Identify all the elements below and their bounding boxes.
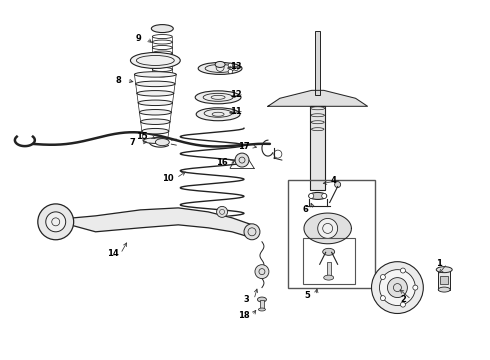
Ellipse shape [154,72,171,77]
Ellipse shape [137,91,174,96]
Text: 5: 5 [305,291,311,300]
Circle shape [228,69,233,74]
Ellipse shape [140,109,171,115]
Bar [438,270,450,289]
Circle shape [413,285,418,290]
Ellipse shape [312,128,324,131]
Circle shape [400,302,405,307]
Text: 2: 2 [400,295,406,304]
Circle shape [235,153,249,167]
Ellipse shape [438,287,450,292]
Text: 3: 3 [243,295,249,304]
Bar [327,262,331,278]
Text: 17: 17 [238,141,250,150]
Circle shape [388,278,407,298]
Circle shape [322,193,327,198]
Ellipse shape [138,100,172,105]
Circle shape [318,219,338,238]
Ellipse shape [195,91,241,104]
Ellipse shape [324,275,334,280]
Circle shape [46,212,66,232]
Text: 18: 18 [238,311,250,320]
Text: 15: 15 [137,132,148,141]
Ellipse shape [258,308,266,311]
Ellipse shape [142,129,169,134]
Text: 4: 4 [331,176,337,185]
Ellipse shape [309,193,327,199]
Text: 14: 14 [107,249,119,258]
Text: 7: 7 [129,138,135,147]
Ellipse shape [134,72,176,77]
Text: 9: 9 [136,34,141,43]
Text: 10: 10 [163,174,174,183]
Ellipse shape [151,24,173,32]
Bar [440,276,448,284]
Ellipse shape [143,138,168,143]
Circle shape [309,193,314,198]
Ellipse shape [198,62,242,75]
Text: 13: 13 [230,62,242,71]
Ellipse shape [311,107,325,110]
Text: 6: 6 [303,206,309,215]
Circle shape [38,204,74,240]
Ellipse shape [196,108,240,121]
Text: 16: 16 [216,158,228,167]
Ellipse shape [311,114,324,117]
Ellipse shape [136,81,175,87]
Text: 8: 8 [116,76,122,85]
Polygon shape [268,90,368,106]
Bar [260,300,264,310]
Ellipse shape [141,119,170,125]
Circle shape [371,262,423,314]
Circle shape [379,270,416,306]
Polygon shape [74,208,252,238]
Circle shape [228,63,233,68]
Ellipse shape [311,121,324,124]
Text: 11: 11 [230,107,242,116]
Bar [303,238,355,284]
Bar [310,106,325,190]
Circle shape [234,66,238,71]
Ellipse shape [436,267,452,273]
Text: 12: 12 [230,90,242,99]
Ellipse shape [215,62,225,67]
Ellipse shape [257,297,267,302]
Circle shape [380,275,386,279]
Ellipse shape [130,53,180,68]
Ellipse shape [155,139,169,146]
Circle shape [217,206,227,217]
Circle shape [400,268,405,273]
Polygon shape [304,213,351,244]
Ellipse shape [335,181,341,188]
Circle shape [244,224,260,240]
Circle shape [255,265,269,279]
Ellipse shape [323,248,335,255]
Bar [315,31,320,95]
Bar [288,180,375,288]
Text: 1: 1 [436,259,442,268]
Circle shape [380,296,386,301]
